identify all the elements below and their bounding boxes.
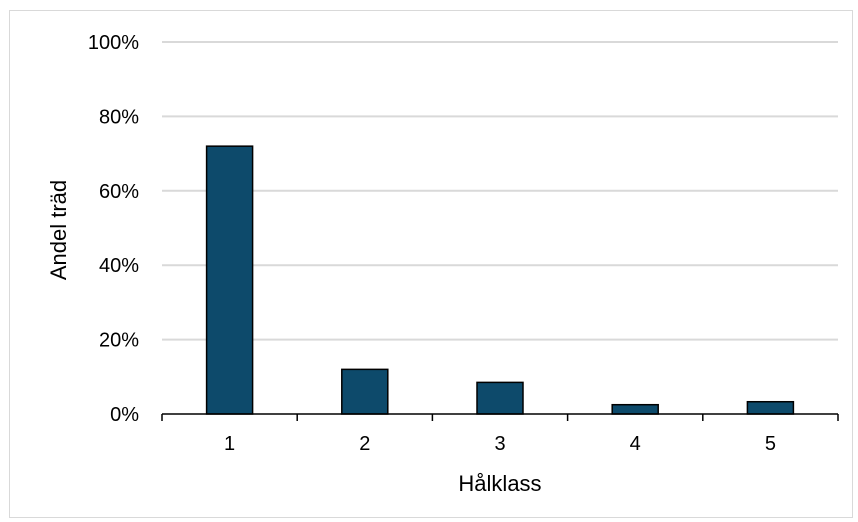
x-tick-labels: 1 2 3 4 5 <box>161 414 839 455</box>
y-tick-label: 20% <box>99 330 139 352</box>
x-tick-label: 1 <box>224 433 235 455</box>
x-tick-label: 2 <box>359 433 370 455</box>
gridlines <box>162 41 838 341</box>
chart-frame <box>9 10 853 518</box>
x-tick-label: 3 <box>494 433 505 455</box>
bar-1 <box>205 145 254 415</box>
y-tick-label: 60% <box>99 181 139 203</box>
bar-5 <box>746 400 795 415</box>
y-tick-label: 80% <box>99 106 139 128</box>
bar-4 <box>611 403 659 415</box>
bars <box>205 145 795 415</box>
x-tick-label: 5 <box>765 433 776 455</box>
y-tick-label: 100% <box>88 32 139 54</box>
y-axis-title: Andel träd <box>46 180 71 280</box>
x-axis-title: Hålklass <box>458 471 541 496</box>
bar-3 <box>476 381 524 415</box>
y-tick-label: 40% <box>99 255 139 277</box>
bar-2 <box>341 368 389 415</box>
y-tick-labels: 0% 20% 40% 60% 80% 100% <box>88 32 139 426</box>
x-tick-label: 4 <box>630 433 641 455</box>
y-tick-label: 0% <box>110 404 139 426</box>
